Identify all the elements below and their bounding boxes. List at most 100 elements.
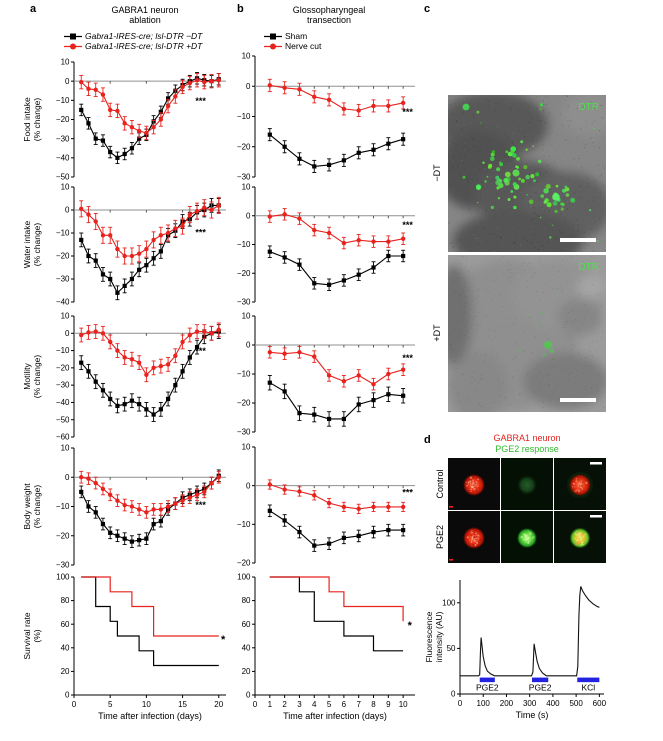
micrograph-minus-dt: DTR [436, 91, 618, 271]
svg-text:10: 10 [61, 183, 70, 192]
svg-text:PGE2: PGE2 [529, 683, 552, 693]
panel-b-title-line2: transection [306, 15, 352, 25]
panel-b-title-line1: Glossopharyngeal [292, 5, 366, 15]
svg-text:0: 0 [65, 473, 70, 482]
svg-text:0: 0 [246, 82, 251, 91]
panel-b-title: Glossopharyngeal transection [259, 5, 399, 25]
svg-text:−20: −20 [56, 115, 70, 124]
scale-bar [590, 462, 602, 465]
svg-text:0: 0 [65, 77, 70, 86]
svg-text:−20: −20 [237, 559, 251, 568]
scale-bar [560, 398, 596, 402]
svg-text:*: * [408, 620, 413, 632]
panel-a-title: GABRA1 neuron ablation [75, 5, 215, 25]
svg-text:0: 0 [451, 690, 456, 699]
svg-text:60: 60 [242, 620, 251, 629]
svg-text:***: *** [195, 346, 206, 356]
svg-text:*: * [221, 634, 226, 646]
panel-a-title-line1: GABRA1 neuron [111, 5, 179, 15]
svg-text:(% change): (% change) [32, 223, 42, 267]
svg-text:10: 10 [61, 444, 70, 453]
svg-text:−20: −20 [237, 142, 251, 151]
row-label-pge2: PGE2 [435, 524, 445, 550]
micrograph-image: DTR [436, 91, 618, 271]
svg-text:10: 10 [142, 700, 151, 709]
svg-text:4: 4 [312, 700, 317, 709]
svg-text:6: 6 [342, 700, 347, 709]
svg-text:15: 15 [178, 700, 187, 709]
chart-b-food-intake: 10 0 −10 −20 −30 *** [236, 48, 426, 182]
chart-d-fluorescence-trace: 100 50 0 0 100 200 300 400 500 600 Time (s) PGE2 PGE… [424, 578, 611, 738]
svg-text:Food intake: Food intake [22, 97, 32, 142]
svg-text:5: 5 [108, 700, 113, 709]
svg-text:200: 200 [500, 699, 514, 708]
svg-text:8: 8 [371, 700, 376, 709]
svg-text:***: *** [402, 353, 413, 363]
svg-text:−30: −30 [56, 561, 70, 570]
svg-text:−30: −30 [56, 381, 70, 390]
svg-text:−30: −30 [237, 173, 251, 182]
legend-marker-circle-icon [264, 43, 282, 49]
svg-text:−30: −30 [237, 298, 251, 307]
legend-item: Gabra1-IRES-cre; lsl-DTR +DT [64, 41, 202, 51]
micrograph-plus-dt: DTR [436, 255, 608, 422]
panel-b-label: b [237, 3, 244, 15]
svg-text:400: 400 [546, 699, 560, 708]
svg-text:1: 1 [268, 700, 273, 709]
svg-text:−10: −10 [237, 370, 251, 379]
svg-text:−50: −50 [56, 415, 70, 424]
svg-text:0: 0 [65, 206, 70, 215]
svg-text:Motility: Motility [22, 363, 32, 390]
svg-text:20: 20 [242, 667, 251, 676]
cell-image [554, 458, 606, 510]
svg-text:−10: −10 [56, 96, 70, 105]
svg-text:40: 40 [61, 643, 70, 652]
svg-text:−10: −10 [56, 502, 70, 511]
cell-image [501, 511, 553, 563]
svg-text:0: 0 [253, 700, 258, 709]
svg-text:0: 0 [246, 691, 251, 700]
svg-text:40: 40 [242, 643, 251, 652]
chart-a-motility: 10 0 −10 −20 −30 −40 −50 −60 *** Motility (% chang… [2, 310, 234, 442]
panel-d-title: GABRA1 neuron PGE2 response [457, 433, 597, 454]
svg-text:(% change): (% change) [32, 485, 42, 529]
svg-text:600: 600 [593, 699, 607, 708]
svg-text:10: 10 [61, 312, 70, 321]
svg-text:Time (s): Time (s) [516, 710, 549, 720]
svg-text:20: 20 [61, 667, 70, 676]
panel-a-legend: Gabra1-IRES-cre; lsl-DTR −DT Gabra1-IRES… [64, 31, 202, 51]
panel-b-legend: Sham Nerve cut [264, 31, 321, 51]
legend-item: Nerve cut [264, 41, 321, 51]
svg-text:−10: −10 [237, 240, 251, 249]
svg-text:20: 20 [214, 700, 223, 709]
svg-text:0: 0 [458, 699, 463, 708]
row-label-control: Control [435, 469, 445, 499]
svg-text:−40: −40 [56, 398, 70, 407]
legend-label: Nerve cut [285, 41, 322, 51]
chart-b-motility: 10 0 −10 −20 −30 *** [236, 310, 426, 440]
svg-text:(% change): (% change) [32, 98, 42, 142]
svg-text:−10: −10 [56, 229, 70, 238]
panel-c-label: c [424, 3, 431, 15]
cell-image [448, 511, 500, 563]
svg-text:Time after infection (days): Time after infection (days) [98, 711, 202, 721]
micrograph-plus-dt-label: +DT [432, 324, 442, 342]
svg-text:10: 10 [242, 443, 251, 452]
cell-image [448, 458, 500, 510]
svg-text:500: 500 [569, 699, 583, 708]
svg-text:80: 80 [242, 596, 251, 605]
svg-text:KCl: KCl [581, 683, 595, 693]
dtr-tag-label: DTR [578, 262, 599, 273]
chart-b-body-weight: 10 0 −10 −20 *** [236, 441, 426, 568]
svg-text:intensity (AU): intensity (AU) [434, 611, 444, 662]
svg-text:***: *** [402, 488, 413, 498]
svg-text:***: *** [195, 96, 206, 106]
svg-text:(% change): (% change) [32, 355, 42, 399]
svg-text:0: 0 [65, 329, 70, 338]
svg-text:−20: −20 [56, 531, 70, 540]
chart-a-food-intake: 10 0 −10 −20 −30 −40 −50 *** Food intake (% chang… [2, 48, 234, 182]
svg-text:Body weight: Body weight [22, 483, 32, 530]
svg-text:***: *** [195, 500, 206, 510]
svg-text:−10: −10 [237, 112, 251, 121]
